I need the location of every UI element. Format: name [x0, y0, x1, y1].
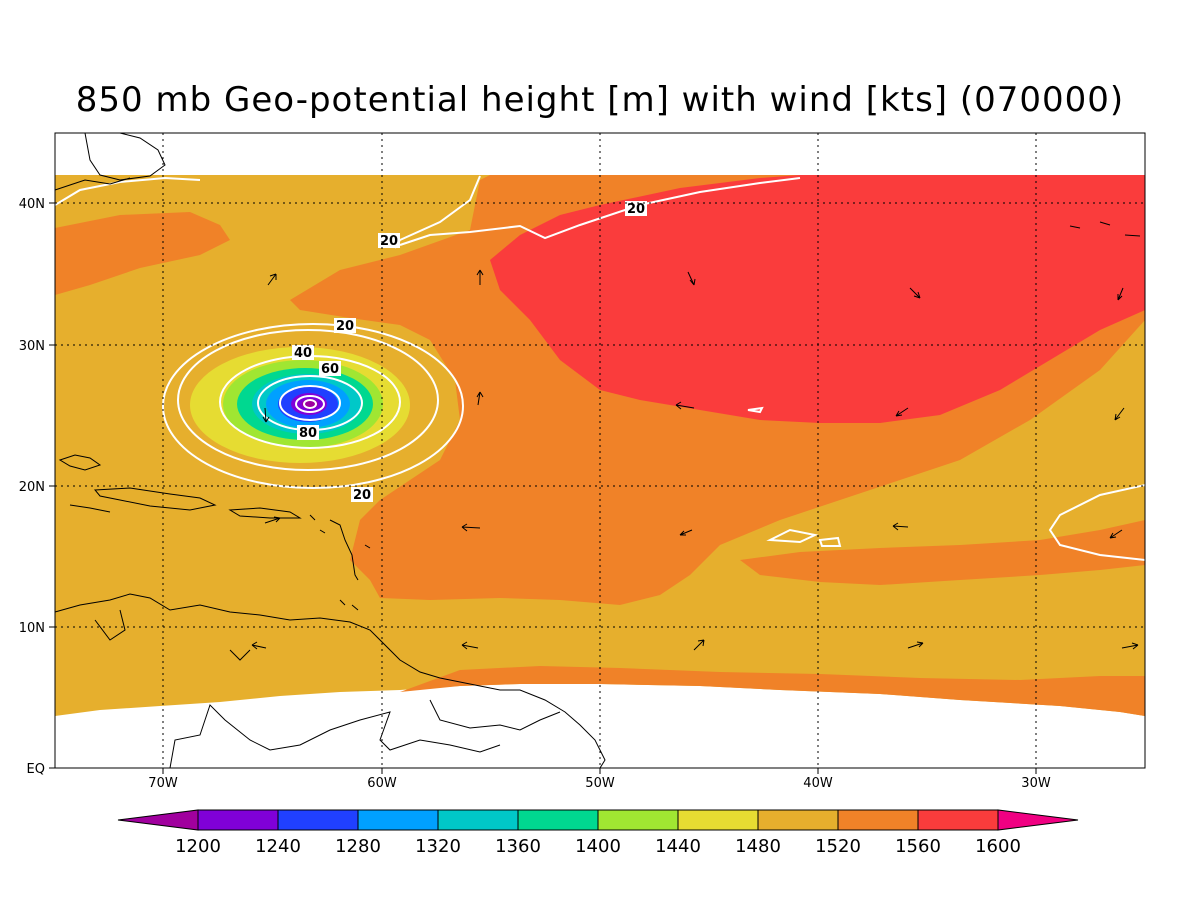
- colorbar-label: 1520: [815, 836, 861, 857]
- contour-value-labels: 20 20 20 40 60 80 20: [292, 201, 647, 503]
- lon-label: 30W: [1021, 776, 1051, 791]
- colorbar-swatch: [517, 809, 599, 831]
- colorbar-label: 1280: [335, 836, 381, 857]
- longitude-labels: 70W 60W 50W 40W 30W: [148, 776, 1051, 791]
- field-1600: [490, 175, 1145, 423]
- lon-label: 50W: [585, 776, 615, 791]
- colorbar-low-arrow: [117, 809, 199, 831]
- lon-label: 40W: [803, 776, 833, 791]
- colorbar-labels: 1200 1240 1280 1320 1360 1400 1440 1480 1520 1560…: [175, 836, 1021, 857]
- lat-label: 20N: [19, 480, 45, 495]
- colorbar-label: 1240: [255, 836, 301, 857]
- latitude-labels: 40N 30N 20N 10N EQ: [19, 197, 45, 777]
- contour-label: 20: [353, 488, 371, 503]
- contour-label: 60: [321, 362, 339, 377]
- lat-label: EQ: [27, 762, 45, 777]
- colorbar-label: 1400: [575, 836, 621, 857]
- colorbar-swatch: [917, 809, 999, 831]
- colorbar-swatch: [277, 809, 359, 831]
- wind-vectors: [251, 269, 1139, 651]
- lon-label: 70W: [148, 776, 178, 791]
- colorbar-label: 1200: [175, 836, 221, 857]
- lat-label: 30N: [19, 339, 45, 354]
- contour-label: 20: [336, 319, 354, 334]
- colorbar-swatch: [757, 809, 839, 831]
- colorbar-high-arrow: [997, 809, 1079, 831]
- colorbar-label: 1440: [655, 836, 701, 857]
- contour-label: 20: [380, 234, 398, 249]
- contour-label: 40: [294, 346, 312, 361]
- colorbar-label: 1560: [895, 836, 941, 857]
- colorbar-label: 1480: [735, 836, 781, 857]
- contour-label: 20: [627, 202, 645, 217]
- contour-label: 80: [299, 426, 317, 441]
- colorbar-swatch: [437, 809, 519, 831]
- lat-label: 40N: [19, 197, 45, 212]
- colorbar-swatch: [837, 809, 919, 831]
- lat-label: 10N: [19, 621, 45, 636]
- colorbar-label: 1600: [975, 836, 1021, 857]
- cyclone-low: [190, 347, 410, 463]
- wind-contours: [54, 175, 1146, 561]
- colorbar-swatch: [597, 809, 679, 831]
- colorbar-swatch: [677, 809, 759, 831]
- map-title: 850 mb Geo-potential height [m] with win…: [75, 80, 1125, 120]
- coastlines: [54, 132, 1141, 769]
- gridlines: [55, 133, 1145, 768]
- colorbar-swatch: [197, 809, 279, 831]
- colorbar-label: 1320: [415, 836, 461, 857]
- colorbar-label: 1360: [495, 836, 541, 857]
- colorbar: [117, 809, 1079, 831]
- colorbar-swatch: [357, 809, 439, 831]
- lon-label: 60W: [367, 776, 397, 791]
- axis-ticks: [49, 202, 1037, 774]
